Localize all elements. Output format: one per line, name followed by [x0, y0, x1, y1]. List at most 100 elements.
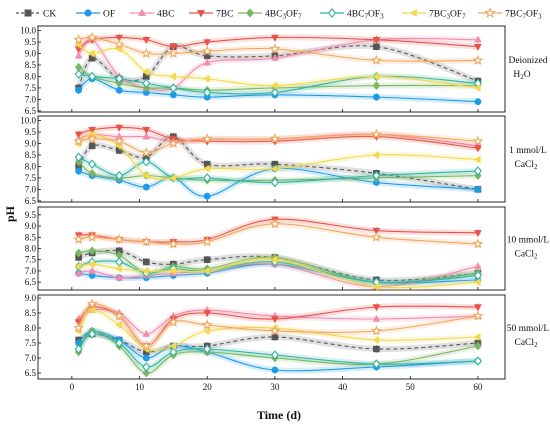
- panel-series-group: [73, 215, 484, 291]
- series-line: [78, 37, 478, 91]
- data-point: [472, 54, 484, 66]
- series-7bc7of3: [73, 31, 484, 66]
- data-point: [370, 54, 382, 66]
- legend-entry-4bc7of3: 4BC7OF3: [320, 7, 384, 21]
- data-point: [142, 132, 151, 140]
- legend-marker: [137, 8, 147, 16]
- data-point: [370, 231, 382, 242]
- data-point: [142, 368, 150, 378]
- legend-entry-7bc3of7: 7BC3OF7: [402, 8, 466, 21]
- data-point: [473, 166, 482, 176]
- data-point: [373, 93, 380, 101]
- y-axis-title: pH: [3, 205, 17, 222]
- data-point: [142, 329, 151, 337]
- data-point: [203, 39, 212, 47]
- x-tick-label: 10: [135, 382, 145, 392]
- data-point: [270, 177, 279, 188]
- panel-series-group: [73, 298, 484, 378]
- data-point: [142, 157, 151, 167]
- data-point: [271, 34, 279, 42]
- data-point: [203, 310, 212, 318]
- data-point: [74, 69, 83, 79]
- panel-series-group: [73, 31, 484, 106]
- series-ck: [75, 42, 482, 92]
- data-point: [474, 230, 482, 238]
- x-tick-label: 60: [473, 382, 483, 392]
- data-point: [372, 359, 381, 369]
- data-point: [74, 131, 83, 139]
- y-tick-label: 9.0: [25, 139, 37, 149]
- series-line: [78, 249, 478, 281]
- data-point: [140, 236, 152, 247]
- data-point: [169, 342, 177, 350]
- data-point: [114, 264, 122, 273]
- legend-entry-4bc: 4BC: [130, 8, 174, 20]
- data-point: [473, 155, 481, 164]
- data-point: [142, 68, 149, 76]
- data-point: [73, 322, 85, 333]
- series-7bc3of7: [74, 306, 481, 354]
- y-tick-label: 9.5: [25, 37, 37, 47]
- data-point: [142, 354, 150, 362]
- y-tick-label: 7.0: [25, 266, 37, 276]
- data-point: [169, 91, 177, 99]
- legend-entry-4bc3of7: 4BC3OF7: [238, 8, 302, 21]
- y-tick-label: 8.0: [25, 244, 37, 254]
- x-tick-label: 50: [406, 382, 416, 392]
- data-point: [372, 81, 381, 90]
- x-axis-title: Time (d): [257, 408, 301, 422]
- data-point: [473, 278, 481, 286]
- data-point: [372, 151, 380, 159]
- x-tick-label: 20: [203, 382, 213, 392]
- series-line: [78, 333, 478, 368]
- panel-frame: [37, 294, 506, 380]
- panel-4: 6.5 7.0 7.5 8.0 8.5 9.0 0 10 20 30 40 50 60 50 mmol/L…: [25, 293, 550, 392]
- data-point: [474, 341, 482, 351]
- data-point: [142, 258, 150, 266]
- data-point: [201, 133, 213, 144]
- y-tick-label: 6.5: [25, 106, 37, 116]
- data-point: [86, 133, 98, 144]
- data-point: [169, 347, 178, 357]
- data-point: [472, 135, 484, 146]
- data-point: [370, 128, 382, 139]
- data-point: [140, 47, 152, 59]
- data-point: [75, 86, 83, 94]
- y-tick-label: 6.5: [25, 196, 37, 206]
- legend-entry-7bc7of3: 7BC7OF3: [478, 6, 542, 21]
- data-point: [372, 227, 381, 235]
- data-point: [474, 98, 482, 106]
- data-point: [142, 362, 151, 372]
- data-point: [115, 338, 124, 348]
- panel-series-group: [73, 123, 484, 201]
- y-tick-label: 9.0: [25, 293, 37, 303]
- data-point: [115, 273, 124, 281]
- series-4bc7of3: [74, 329, 482, 372]
- data-point: [203, 87, 212, 98]
- data-point: [140, 340, 152, 351]
- y-tick-label: 7.0: [25, 184, 37, 194]
- series-line: [78, 133, 478, 154]
- data-point: [169, 267, 177, 275]
- series-7bc3of7: [74, 255, 481, 291]
- series-line: [78, 167, 478, 197]
- panel-frame: [37, 115, 506, 203]
- series-line: [78, 308, 478, 335]
- y-tick-label: 7.5: [25, 83, 37, 93]
- y-tick-label: 8.5: [25, 308, 37, 318]
- legend-marker: [196, 10, 206, 18]
- data-point: [73, 34, 85, 45]
- data-point: [270, 164, 278, 173]
- series-line: [78, 223, 478, 245]
- data-point: [115, 170, 124, 181]
- data-point: [201, 236, 213, 247]
- legend-marker: [409, 8, 417, 18]
- data-point: [269, 218, 281, 229]
- data-point: [74, 262, 82, 271]
- legend-entry-7bc: 7BC: [189, 10, 233, 20]
- data-point: [269, 325, 281, 336]
- data-point: [271, 316, 279, 324]
- data-point: [474, 304, 482, 312]
- data-point: [473, 84, 481, 92]
